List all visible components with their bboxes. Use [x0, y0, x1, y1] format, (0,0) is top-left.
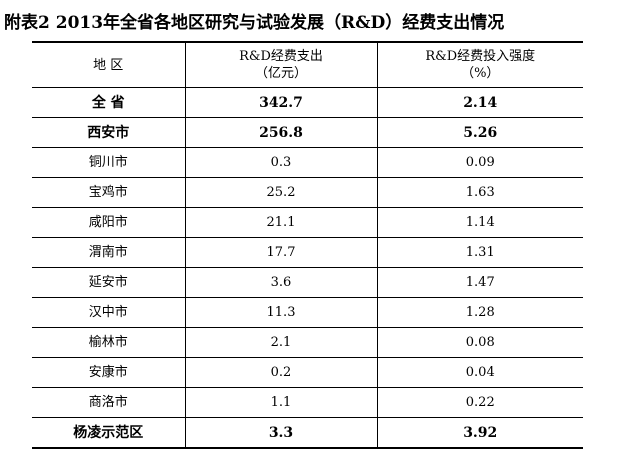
cell-region: 咸阳市 — [32, 207, 185, 238]
cell-intensity: 0.22 — [376, 387, 583, 418]
cell-expenditure: 3.6 — [184, 267, 377, 298]
cell-intensity: 3.92 — [376, 417, 583, 449]
cell-expenditure: 11.3 — [184, 297, 377, 328]
cell-intensity: 0.09 — [376, 147, 583, 178]
cell-expenditure: 17.7 — [184, 237, 377, 268]
cell-region: 汉中市 — [32, 297, 185, 328]
cell-expenditure: 1.1 — [184, 387, 377, 418]
cell-expenditure: 3.3 — [184, 417, 377, 449]
table-row: 榆林市 2.1 0.08 — [32, 327, 583, 358]
cell-intensity: 1.47 — [376, 267, 583, 298]
header-intensity-label: R&D经费投入强度 — [425, 49, 536, 64]
cell-intensity: 0.04 — [376, 357, 583, 388]
cell-expenditure: 21.1 — [184, 207, 377, 238]
table-title: 附表2 2013年全省各地区研究与试验发展（R&D）经费支出情况 — [4, 13, 505, 33]
table-row: 咸阳市 21.1 1.14 — [32, 207, 583, 238]
cell-region: 全 省 — [91, 94, 125, 111]
cell-intensity: 1.28 — [376, 297, 583, 328]
cell-region: 铜川市 — [32, 147, 185, 178]
cell-expenditure: 2.1 — [184, 327, 377, 358]
header-region: 地 区 — [32, 41, 185, 88]
header-expenditure-label: R&D经费支出 — [239, 49, 323, 64]
cell-region: 延安市 — [32, 267, 185, 298]
table-row: 安康市 0.2 0.04 — [32, 357, 583, 388]
cell-region: 西安市 — [32, 117, 185, 148]
table-row: 杨凌示范区 3.3 3.92 — [32, 417, 583, 449]
cell-region: 宝鸡市 — [32, 177, 185, 208]
cell-expenditure: 342.7 — [184, 87, 377, 118]
header-intensity-unit: （%） — [461, 66, 500, 81]
table-row: 延安市 3.6 1.47 — [32, 267, 583, 298]
cell-region: 渭南市 — [32, 237, 185, 268]
rd-expenditure-table: 地 区 R&D经费支出 （亿元） R&D经费投入强度 （%） 全 省 342.7 2… — [32, 41, 583, 449]
cell-intensity: 1.31 — [376, 237, 583, 268]
cell-intensity: 1.63 — [376, 177, 583, 208]
table-header: 地 区 R&D经费支出 （亿元） R&D经费投入强度 （%） — [32, 41, 583, 88]
table-body: 全 省 342.7 2.14 西安市 256.8 5.26 铜川市 0.3 0.09 宝鸡市 25.… — [32, 87, 583, 449]
header-region-label: 地 区 — [93, 57, 124, 73]
header-expenditure: R&D经费支出 （亿元） — [184, 41, 377, 88]
table-row: 西安市 256.8 5.26 — [32, 117, 583, 148]
cell-region: 榆林市 — [32, 327, 185, 358]
cell-region: 安康市 — [32, 357, 185, 388]
table-row: 全 省 342.7 2.14 — [32, 87, 583, 118]
table-row: 宝鸡市 25.2 1.63 — [32, 177, 583, 208]
header-intensity: R&D经费投入强度 （%） — [376, 41, 583, 88]
cell-expenditure: 256.8 — [184, 117, 377, 148]
cell-expenditure: 0.3 — [184, 147, 377, 178]
table-row: 铜川市 0.3 0.09 — [32, 147, 583, 178]
cell-expenditure: 0.2 — [184, 357, 377, 388]
header-expenditure-unit: （亿元） — [254, 66, 307, 81]
cell-intensity: 1.14 — [376, 207, 583, 238]
table-row: 商洛市 1.1 0.22 — [32, 387, 583, 418]
cell-intensity: 0.08 — [376, 327, 583, 358]
cell-region: 杨凌示范区 — [32, 417, 185, 449]
cell-intensity: 5.26 — [376, 117, 583, 148]
rd-expenditure-table-container: 地 区 R&D经费支出 （亿元） R&D经费投入强度 （%） 全 省 342.7 2… — [32, 41, 583, 449]
cell-intensity: 2.14 — [376, 87, 583, 118]
header-row: 地 区 R&D经费支出 （亿元） R&D经费投入强度 （%） — [32, 41, 583, 88]
table-row: 汉中市 11.3 1.28 — [32, 297, 583, 328]
table-row: 渭南市 17.7 1.31 — [32, 237, 583, 268]
cell-expenditure: 25.2 — [184, 177, 377, 208]
cell-region: 商洛市 — [32, 387, 185, 418]
